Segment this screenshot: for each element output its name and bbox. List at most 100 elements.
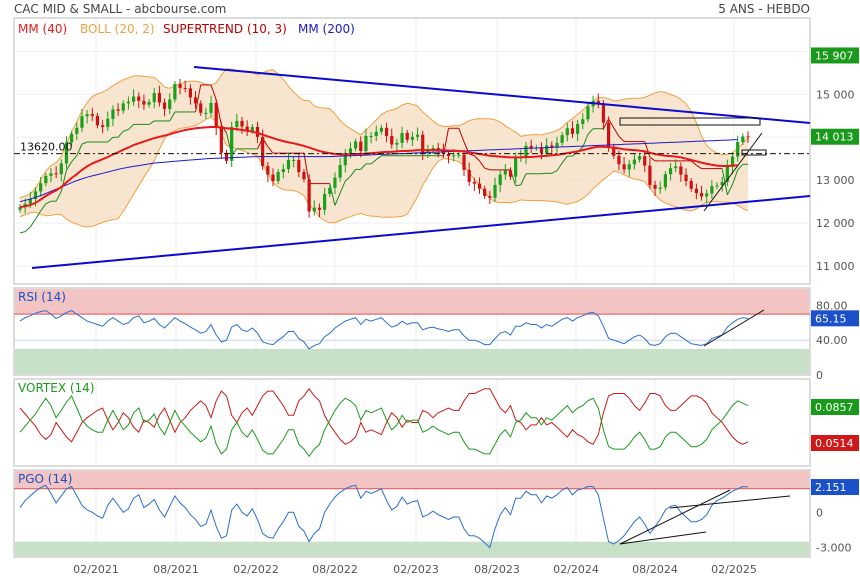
candle: [147, 102, 151, 105]
pgo-trendline-lower: [619, 531, 707, 545]
candle: [705, 193, 709, 197]
candle: [266, 166, 270, 175]
rsi-oversold-zone: [15, 348, 809, 374]
price-last-badge: 14 013: [815, 131, 854, 144]
price-marker-badge: 15 907: [815, 49, 854, 62]
candle: [348, 148, 353, 154]
candle: [565, 128, 569, 136]
rsi-tick-label: 40.00: [816, 334, 848, 347]
candle: [560, 135, 564, 143]
candle: [462, 154, 466, 170]
rsi-trendline: [703, 309, 765, 347]
candle: [80, 116, 84, 128]
candle: [307, 179, 311, 212]
supertrend-segment: [551, 170, 558, 174]
candle: [359, 141, 363, 151]
candle: [297, 160, 301, 173]
level-label: 13620.00: [20, 141, 73, 154]
candle: [668, 168, 673, 175]
vortex-plus-badge-bg: [811, 399, 859, 415]
supertrend-segment: [644, 141, 651, 158]
candle: [131, 96, 136, 102]
candle: [612, 146, 616, 156]
candle: [209, 102, 213, 113]
candle: [622, 164, 626, 170]
candle: [162, 102, 167, 109]
price-tick-label: 11 000: [816, 260, 855, 273]
supertrend-segment: [375, 155, 382, 160]
supertrend-segment: [474, 155, 480, 162]
candle: [245, 126, 249, 131]
candle: [384, 127, 389, 136]
candle: [152, 93, 156, 103]
x-tick-label: 08/2022: [312, 563, 358, 576]
x-tick-label: 08/2024: [632, 563, 678, 576]
candle: [632, 159, 637, 165]
candle: [95, 115, 100, 126]
candle: [601, 104, 606, 123]
supertrend-segment: [696, 164, 702, 170]
supertrend-segment: [76, 143, 83, 156]
candle: [188, 88, 192, 98]
price-marker-badge-bg: [811, 47, 859, 64]
candle: [111, 109, 115, 119]
candle: [586, 106, 590, 120]
candle: [338, 165, 342, 178]
candle: [493, 184, 497, 198]
resistance-box: [619, 117, 761, 126]
candle: [730, 156, 735, 167]
rsi-tick-label: 0: [816, 369, 823, 382]
candle: [28, 199, 32, 204]
candle: [441, 151, 445, 155]
supertrend-segment: [469, 153, 475, 157]
supertrend-segment: [690, 160, 697, 166]
candle: [323, 193, 327, 210]
x-tick-label: 02/2021: [73, 563, 119, 576]
candle: [498, 174, 502, 185]
pgo-last-badge-bg: [811, 479, 859, 496]
candle: [452, 155, 456, 157]
candle: [219, 127, 223, 153]
pgo-trendline-upper: [669, 495, 791, 509]
candle: [503, 170, 507, 175]
supertrend-segment: [71, 155, 78, 163]
price-tick-label: 12 000: [816, 217, 855, 230]
pgo-overbought-zone: [15, 471, 809, 489]
vortex-minus-line: [19, 387, 749, 445]
candle: [446, 154, 451, 157]
candle: [529, 145, 533, 148]
price-tick-label: 13 000: [816, 174, 855, 187]
supertrend-segment: [148, 120, 155, 125]
supertrend-segment: [737, 163, 744, 171]
candle: [405, 132, 409, 140]
supertrend-segment: [479, 160, 486, 169]
candle: [70, 133, 74, 143]
supertrend-segment: [561, 155, 568, 164]
candle: [33, 191, 38, 200]
supertrend-segment: [267, 146, 274, 154]
candle: [183, 87, 187, 89]
x-tick-label: 02/2025: [711, 563, 757, 576]
x-tick-label: 02/2022: [233, 563, 279, 576]
supertrend-segment: [29, 218, 36, 228]
vortex-label: VORTEX (14): [18, 381, 95, 395]
supertrend-segment: [66, 161, 73, 171]
candle: [545, 145, 549, 154]
bollinger-lower-line: [19, 116, 749, 228]
candle: [410, 136, 414, 140]
x-tick-label: 02/2024: [553, 563, 599, 576]
candle: [173, 84, 177, 100]
candle: [364, 135, 368, 151]
supertrend-segment: [220, 124, 227, 134]
candle: [286, 160, 291, 170]
supertrend-segment: [123, 129, 129, 132]
candle: [276, 172, 280, 182]
supertrend-segment: [649, 156, 656, 162]
candle: [106, 118, 110, 127]
supertrend-segment: [169, 111, 176, 122]
legend-item-1: MM (40): [18, 22, 67, 36]
candle: [168, 99, 172, 109]
resistance-box-small: [741, 149, 767, 156]
rsi-tick-label: 80.00: [816, 299, 848, 312]
candle: [715, 185, 719, 187]
